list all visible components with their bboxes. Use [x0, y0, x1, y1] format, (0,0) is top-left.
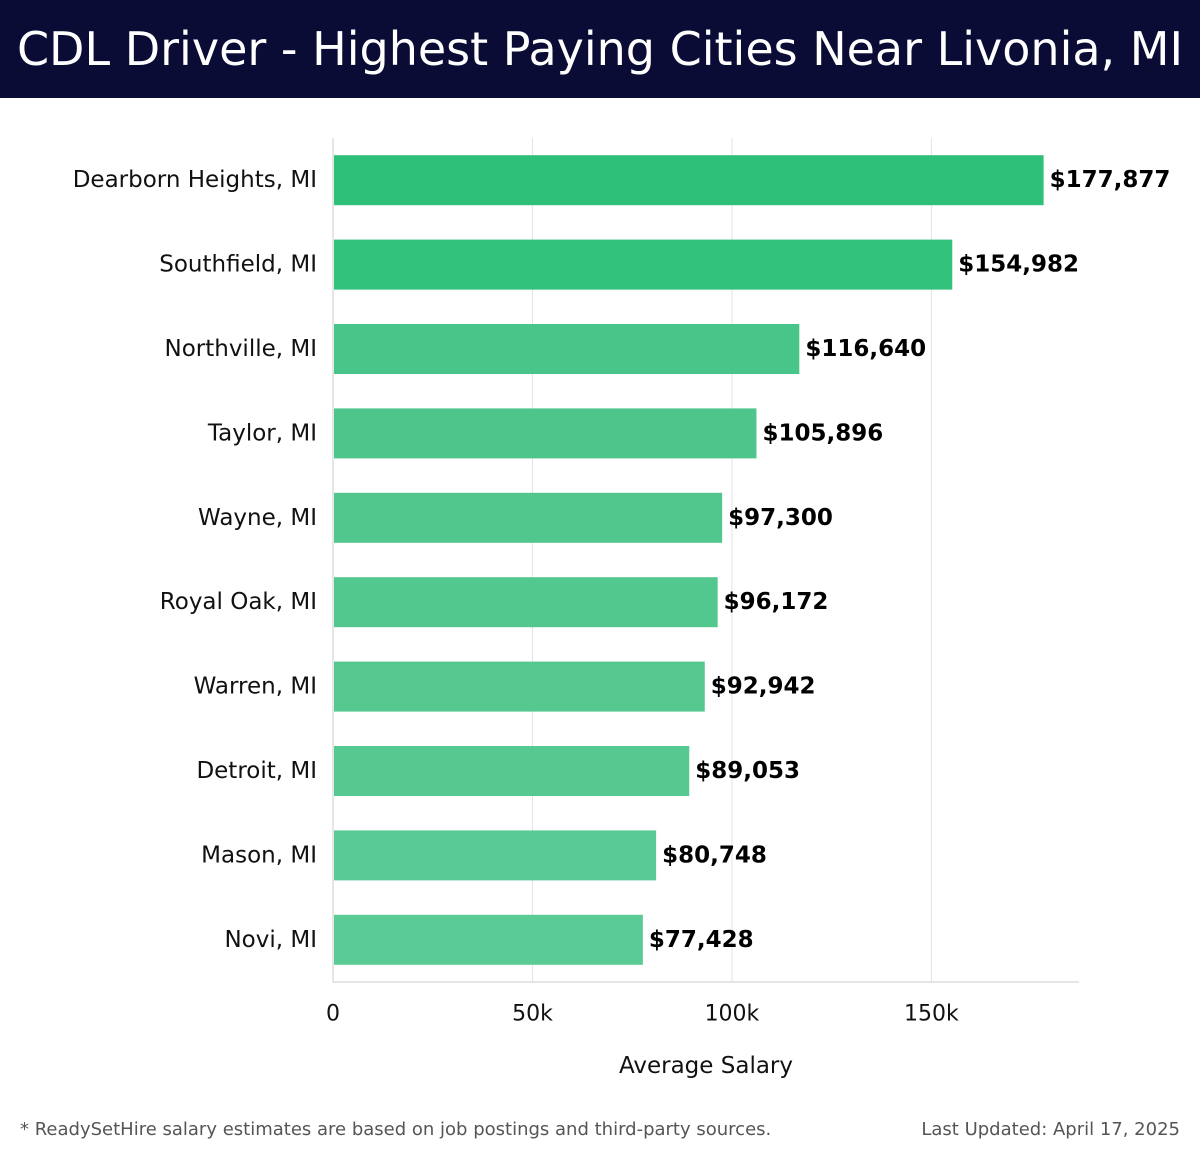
value-label: $177,877 [1050, 167, 1171, 193]
category-label: Royal Oak, MI [160, 589, 317, 615]
x-axis-title: Average Salary [619, 1053, 793, 1079]
bar [334, 324, 800, 374]
bar [334, 155, 1044, 206]
category-label: Southfield, MI [159, 252, 317, 278]
category-label: Taylor, MI [207, 420, 317, 446]
category-label: Detroit, MI [196, 758, 317, 784]
bar [334, 577, 718, 628]
bar [334, 914, 643, 965]
category-label: Novi, MI [224, 927, 317, 953]
category-label: Northville, MI [164, 336, 317, 362]
bar [334, 239, 953, 290]
value-label: $80,748 [662, 842, 767, 868]
category-label: Dearborn Heights, MI [73, 167, 317, 193]
value-label: $97,300 [728, 505, 833, 531]
category-label: Wayne, MI [198, 505, 317, 531]
value-label: $77,428 [649, 927, 754, 953]
x-tick-label: 150k [904, 1002, 959, 1027]
x-tick-label: 0 [326, 1002, 340, 1027]
footer-note: * ReadySetHire salary estimates are base… [20, 1119, 772, 1140]
value-label: $89,053 [695, 758, 800, 784]
bar [334, 408, 757, 459]
bar [334, 830, 657, 881]
chart-title: CDL Driver - Highest Paying Cities Near … [16, 22, 1184, 76]
value-label: $154,982 [958, 252, 1079, 278]
bar-chart: Dearborn Heights, MI $177,877 Southfield, … [73, 138, 1171, 1079]
value-label: $105,896 [762, 420, 883, 446]
category-label: Warren, MI [194, 674, 317, 700]
value-label: $96,172 [724, 589, 829, 615]
last-updated: Last Updated: April 17, 2025 [921, 1119, 1180, 1140]
value-label: $116,640 [805, 336, 926, 362]
chart-header: CDL Driver - Highest Paying Cities Near … [0, 0, 1200, 98]
bar [334, 746, 690, 796]
bar [334, 661, 705, 712]
bar [334, 492, 723, 543]
category-label: Mason, MI [201, 842, 317, 868]
x-tick-label: 100k [705, 1002, 760, 1027]
value-label: $92,942 [711, 674, 816, 700]
x-tick-label: 50k [512, 1002, 553, 1027]
